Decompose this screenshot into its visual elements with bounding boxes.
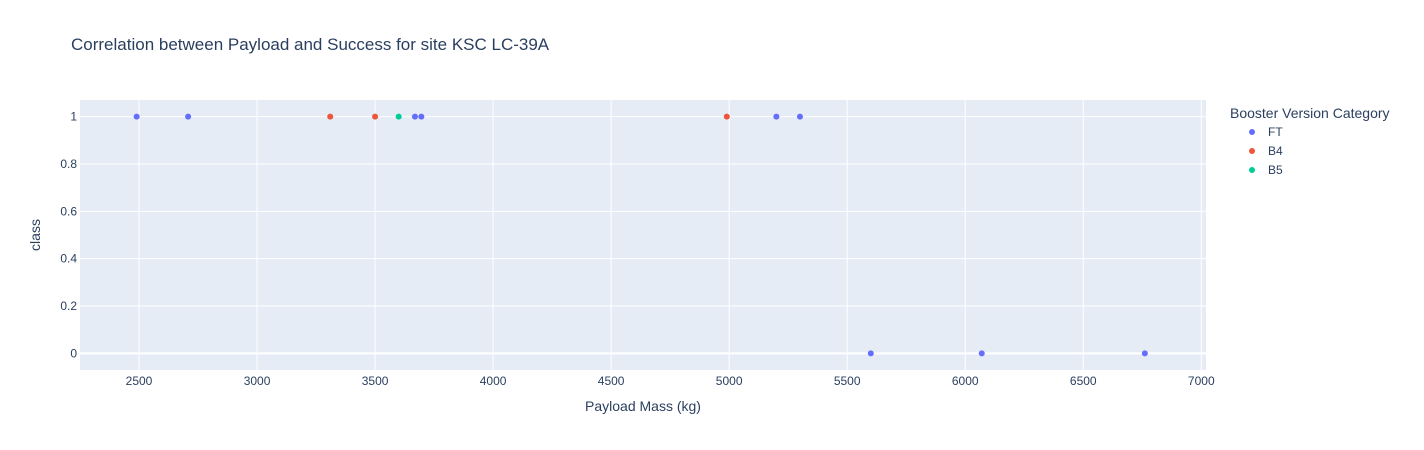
x-tick-label: 2500 [126, 374, 153, 388]
legend-label: B5 [1268, 163, 1283, 177]
plot-area [80, 100, 1206, 370]
y-tick-label: 0.6 [60, 204, 77, 218]
x-tick-label: 7000 [1188, 374, 1215, 388]
data-point-b4[interactable] [327, 113, 334, 120]
legend-title: Booster Version Category [1230, 105, 1390, 121]
legend-item-b4[interactable]: B4 [1249, 144, 1283, 158]
data-point-ft[interactable] [418, 113, 425, 120]
gridlines [80, 100, 1206, 370]
x-tick-label: 6500 [1070, 374, 1097, 388]
x-tick-label: 3500 [362, 374, 389, 388]
legend-label: B4 [1268, 144, 1283, 158]
x-tick-label: 3000 [244, 374, 271, 388]
legend-marker [1249, 129, 1255, 135]
y-tick-label: 0.4 [60, 252, 77, 266]
data-point-ft[interactable] [1141, 350, 1148, 357]
data-point-b5[interactable] [395, 113, 402, 120]
y-tick-labels: 0 0.2 0.4 0.6 0.8 1 [60, 110, 77, 361]
data-point-ft[interactable] [773, 113, 780, 120]
data-point-b4[interactable] [723, 113, 730, 120]
data-point-ft[interactable] [796, 113, 803, 120]
data-point-ft[interactable] [185, 113, 192, 120]
x-axis-label: Payload Mass (kg) [585, 398, 701, 414]
x-tick-label: 4500 [598, 374, 625, 388]
data-points[interactable] [133, 113, 1148, 357]
x-tick-label: 5000 [716, 374, 743, 388]
x-tick-label: 4000 [480, 374, 507, 388]
data-point-ft[interactable] [867, 350, 874, 357]
legend-marker [1249, 167, 1255, 173]
legend[interactable]: Booster Version Category FT B4 B5 [1230, 105, 1390, 177]
y-tick-label: 0.2 [60, 299, 77, 313]
y-tick-label: 1 [70, 110, 77, 124]
y-tick-label: 0.8 [60, 157, 77, 171]
y-axis-label: class [27, 219, 43, 251]
legend-item-ft[interactable]: FT [1249, 125, 1283, 139]
chart-title: Correlation between Payload and Success … [71, 35, 550, 54]
data-point-ft[interactable] [411, 113, 418, 120]
y-tick-label: 0 [70, 346, 77, 360]
x-tick-label: 5500 [834, 374, 861, 388]
data-point-b4[interactable] [372, 113, 379, 120]
x-tick-labels: 2500 3000 3500 4000 4500 5000 5500 6000 6500 7000 [126, 374, 1215, 388]
data-point-ft[interactable] [978, 350, 985, 357]
legend-item-b5[interactable]: B5 [1249, 163, 1283, 177]
legend-marker [1249, 148, 1255, 154]
data-point-ft[interactable] [133, 113, 140, 120]
x-tick-label: 6000 [952, 374, 979, 388]
legend-label: FT [1268, 125, 1283, 139]
